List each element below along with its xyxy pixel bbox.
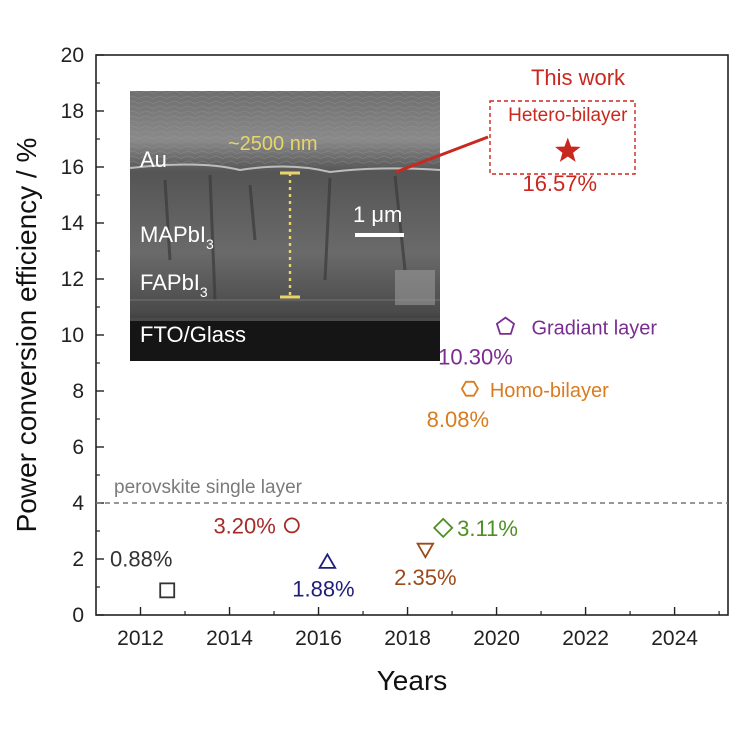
point-value-label: 16.57% [522, 171, 597, 196]
y-tick-label: 10 [61, 324, 84, 347]
point-value-label: 8.08% [427, 407, 489, 432]
inset-label-mapbi3: MAPbI3 [140, 222, 214, 252]
x-tick-label: 2018 [384, 627, 431, 650]
y-axis-ticks: 0 2 4 6 8 10 12 14 16 18 20 [61, 44, 104, 627]
x-tick-label: 2020 [473, 627, 520, 650]
callout-connector [395, 135, 489, 174]
marker-triangle-down [416, 542, 435, 560]
y-tick-label: 8 [72, 380, 84, 403]
y-tick-label: 14 [61, 212, 85, 235]
marker-square [159, 582, 176, 599]
point-value-label: 3.11% [457, 516, 518, 541]
point-name-label: Gradiant layer [531, 318, 657, 340]
x-axis-ticks: 2012 2014 2016 2018 2020 2022 2024 [117, 607, 720, 650]
point-name-label: Homo-bilayer [490, 380, 609, 402]
point-value-label: 2.35% [394, 565, 456, 590]
single-layer-reference-label: perovskite single layer [114, 477, 303, 498]
inset-label-au: Au [140, 147, 167, 172]
point-name-label: Hetero-bilayer [508, 105, 628, 126]
marker-star [555, 137, 581, 162]
x-tick-label: 2022 [562, 627, 609, 650]
y-tick-label: 16 [61, 156, 84, 179]
point-value-label: 3.20% [213, 513, 275, 538]
x-tick-label: 2016 [295, 627, 342, 650]
y-tick-label: 4 [72, 492, 84, 515]
this-work-label: This work [531, 65, 626, 90]
sem-inset-image: Au ~2500 nm 1 μm MAPbI3 FAPbI3 FTO/Glass [129, 91, 441, 361]
this-work-box [489, 100, 636, 175]
inset-label-thickness: ~2500 nm [228, 133, 318, 155]
marker-triangle-up [318, 552, 337, 569]
y-tick-label: 20 [61, 44, 84, 67]
y-axis-label: Power conversion efficiency / % [11, 138, 42, 533]
marker-hexagon [460, 380, 479, 397]
y-tick-label: 12 [61, 268, 84, 291]
y-tick-label: 2 [72, 548, 84, 571]
point-value-label: 1.88% [292, 576, 354, 601]
y-tick-label: 18 [61, 100, 84, 123]
inset-label-scale: 1 μm [353, 202, 402, 227]
point-value-label: 10.30% [438, 345, 513, 370]
data-points: 0.88% 3.20% 1.88% 2.35%3.11% 8.08%Homo-bilay… [110, 105, 657, 601]
point-value-label: 0.88% [110, 546, 172, 571]
x-tick-label: 2012 [117, 627, 164, 650]
marker-circle [283, 517, 300, 534]
x-tick-label: 2014 [206, 627, 253, 650]
y-tick-label: 0 [72, 604, 84, 627]
y-tick-label: 6 [72, 436, 84, 459]
x-axis-label: Years [377, 665, 448, 696]
x-tick-label: 2024 [651, 627, 698, 650]
inset-label-fapbi3: FAPbI3 [140, 270, 208, 300]
marker-diamond [432, 517, 454, 539]
marker-pentagon [495, 316, 516, 335]
inset-label-fto: FTO/Glass [140, 322, 246, 347]
